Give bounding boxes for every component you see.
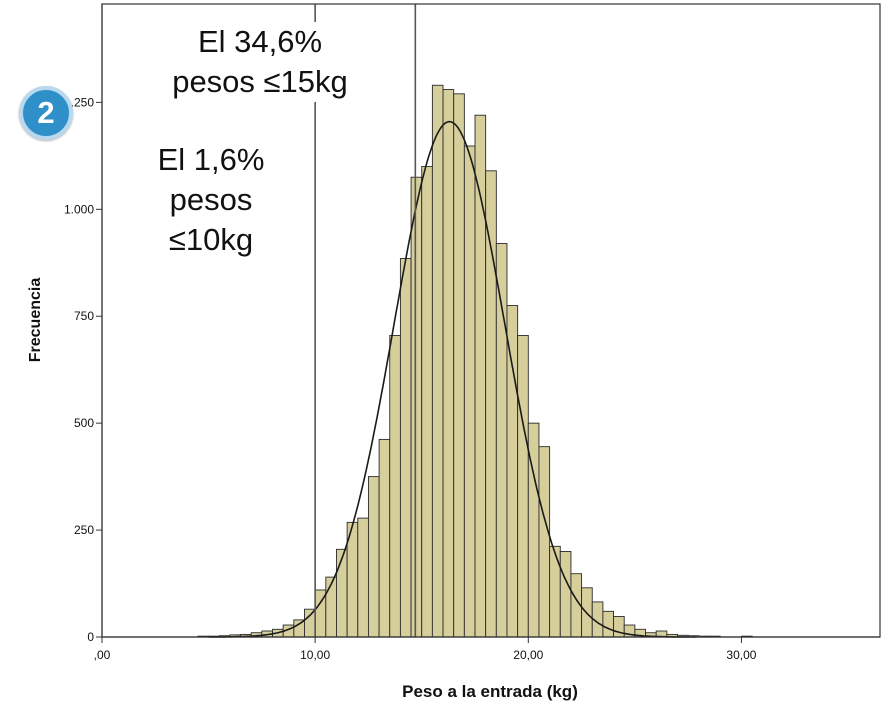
annotation-below-15kg: El 34,6% pesos ≤15kg [162,22,358,102]
histogram-bar [559,551,572,638]
annotation-line: ≤10kg [168,222,254,257]
histogram-bar [421,166,433,638]
reference-lines [314,4,417,637]
histogram-bar [357,517,369,638]
y-tick-label: 750 [74,309,94,323]
normal-curve [208,120,697,638]
histogram-bar [463,145,476,638]
histogram-bars [197,84,753,638]
annotation-line: pesos [169,182,253,217]
x-tick-label: ,00 [94,648,111,662]
histogram-bar [453,93,465,638]
histogram-bar [325,576,337,638]
histogram-bar [517,335,529,638]
histogram-bar [442,89,455,638]
y-tick-label: 500 [74,416,94,430]
histogram-bar [293,619,305,638]
annotation-line: El 1,6% [157,142,265,177]
histogram-bar [410,176,423,638]
x-tick-label: 10,00 [300,648,330,662]
histogram-bar [431,84,444,638]
annotation-below-10kg: El 1,6% pesos ≤10kg [150,140,272,260]
y-tick-label: 1.000 [64,202,94,216]
y-axis-label: Frecuencia [27,278,44,363]
histogram-bar [549,545,561,638]
histogram-bar [613,616,625,638]
histogram-bar [602,610,615,638]
histogram-bar [336,548,348,638]
step-number-badge: 2 [19,86,73,140]
histogram-bar [399,258,412,638]
histogram-bar [485,170,497,638]
histogram-bar [367,476,380,638]
histogram-bar [378,438,391,638]
histogram-bar [538,446,551,638]
histogram-bar [506,305,519,638]
x-axis-label: Peso a la entrada (kg) [402,682,578,701]
x-axis: ,00 10,00 20,00 30,00 [94,636,880,662]
histogram-bar [389,335,401,638]
x-tick-label: 30,00 [726,648,756,662]
y-tick-label: 250 [74,523,94,537]
annotation-line: pesos ≤15kg [172,64,348,99]
annotation-line: El 34,6% [197,24,323,59]
y-tick-label: 0 [87,630,94,644]
x-tick-label: 20,00 [513,648,543,662]
histogram-bar [304,608,316,638]
